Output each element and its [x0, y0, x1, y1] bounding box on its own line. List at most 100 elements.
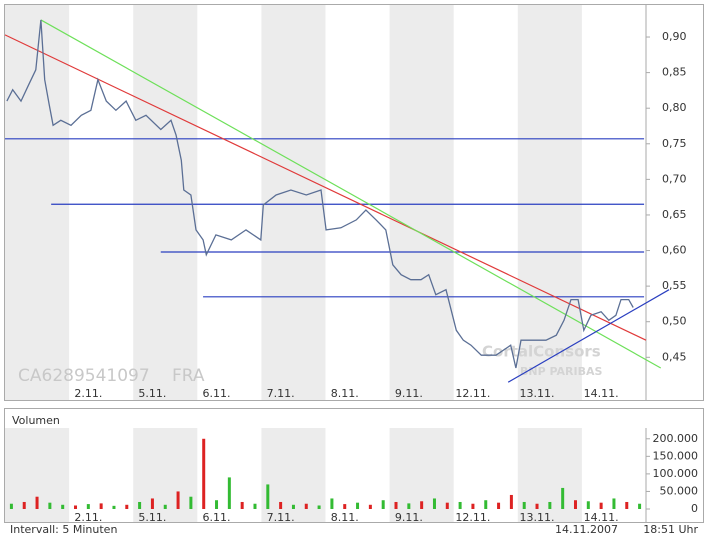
y-tick-label: 150.000: [653, 449, 699, 462]
volume-bar: [138, 501, 142, 509]
volume-bar: [35, 496, 39, 509]
volume-bar: [625, 501, 629, 509]
y-tick-label: 0,45: [662, 350, 687, 363]
trend-line: [4, 34, 647, 341]
x-tick-label: 6.11.: [203, 511, 231, 524]
y-tick-label: 0,90: [662, 30, 687, 43]
price-line: [6, 19, 634, 369]
volume-bar: [215, 500, 219, 509]
y-tick-label: 50.000: [660, 484, 699, 497]
volume-bar: [279, 501, 283, 509]
volume-bar: [48, 502, 52, 509]
volume-bar: [381, 500, 385, 509]
x-tick-label: 14.11.: [584, 387, 619, 400]
volume-bar: [150, 498, 154, 509]
y-tick-label: 0,85: [662, 66, 687, 79]
day-band: [133, 5, 198, 400]
volume-bar: [497, 502, 501, 509]
volume-bar: [407, 503, 411, 509]
volume-bar: [356, 502, 360, 509]
volume-bar: [99, 503, 103, 509]
day-band: [5, 5, 70, 400]
trend-line: [507, 289, 670, 383]
volume-bar: [432, 498, 436, 509]
x-tick-label: 13.11.: [520, 387, 555, 400]
exchange: FRA: [172, 366, 205, 386]
volume-bar: [227, 477, 231, 509]
volume-bar: [471, 503, 475, 509]
x-tick-label: 6.11.: [203, 387, 231, 400]
volume-bar: [61, 504, 65, 509]
volume-bar: [22, 501, 26, 509]
x-tick-label: 8.11.: [331, 387, 359, 400]
volume-bar: [394, 501, 398, 509]
x-tick-label: 7.11.: [267, 387, 295, 400]
day-band: [517, 5, 582, 400]
volume-bar: [548, 501, 552, 509]
watermark: CortalConsors: [482, 343, 601, 361]
volume-bar: [561, 487, 565, 509]
price-panel: [4, 4, 704, 401]
volume-bar: [458, 501, 462, 509]
x-tick-label: 13.11.: [520, 511, 555, 524]
volume-bar: [176, 491, 180, 509]
volume-bar: [573, 500, 577, 509]
x-tick-label: 5.11.: [138, 511, 166, 524]
volume-bar: [599, 502, 603, 509]
volume-bar: [522, 501, 526, 509]
volume-bar: [240, 501, 244, 509]
x-tick-label: 2.11.: [74, 387, 102, 400]
x-tick-label: 8.11.: [331, 511, 359, 524]
volume-bar: [420, 501, 424, 509]
time: 18:51 Uhr: [643, 523, 698, 536]
x-tick-label: 7.11.: [267, 511, 295, 524]
x-tick-label: 12.11.: [455, 387, 490, 400]
volume-bar: [163, 504, 167, 509]
day-band: [389, 5, 454, 400]
y-tick-label: 0,80: [662, 101, 687, 114]
y-tick-label: 0,60: [662, 244, 687, 257]
volume-bar: [586, 501, 590, 509]
volume-bar: [535, 503, 539, 509]
volume-bar: [9, 503, 13, 509]
x-tick-label: 5.11.: [138, 387, 166, 400]
x-tick-label: 2.11.: [74, 511, 102, 524]
volume-bar: [317, 505, 321, 509]
isin: CA6289541097: [18, 366, 150, 386]
volume-bar: [202, 438, 206, 509]
volume-bar: [266, 484, 270, 509]
x-tick-label: 14.11.: [584, 511, 619, 524]
x-tick-label: 9.11.: [395, 511, 423, 524]
y-tick-label: 100.000: [653, 467, 699, 480]
volume-bar: [612, 498, 616, 509]
y-tick-label: 0,75: [662, 137, 687, 150]
volume-bar: [74, 505, 78, 509]
day-band: [261, 5, 326, 400]
volume-bar: [484, 500, 488, 509]
date: 14.11.2007: [555, 523, 618, 536]
interval: Intervall: 5 Minuten: [10, 523, 117, 536]
volume-bar: [86, 504, 90, 509]
volume-bar: [304, 503, 308, 509]
volume-bar: [368, 504, 372, 509]
volume-bar: [445, 502, 449, 509]
trend-line: [40, 19, 662, 369]
volume-bar: [125, 504, 129, 509]
volume-bar: [253, 503, 257, 509]
y-tick-label: 0,70: [662, 172, 687, 185]
volume-bar: [343, 504, 347, 509]
y-tick-label: 200.000: [653, 432, 699, 445]
y-tick-label: 0: [691, 502, 698, 515]
y-tick-label: 0,65: [662, 208, 687, 221]
watermark: BNP PARIBAS: [520, 365, 603, 378]
x-tick-label: 9.11.: [395, 387, 423, 400]
volume-panel: [4, 408, 704, 523]
volume-bar: [189, 496, 193, 509]
volume-bar: [112, 505, 116, 509]
volume-bar: [638, 503, 642, 509]
y-tick-label: 0,55: [662, 279, 687, 292]
volume-title: Volumen: [12, 414, 60, 427]
volume-bar: [291, 504, 295, 509]
